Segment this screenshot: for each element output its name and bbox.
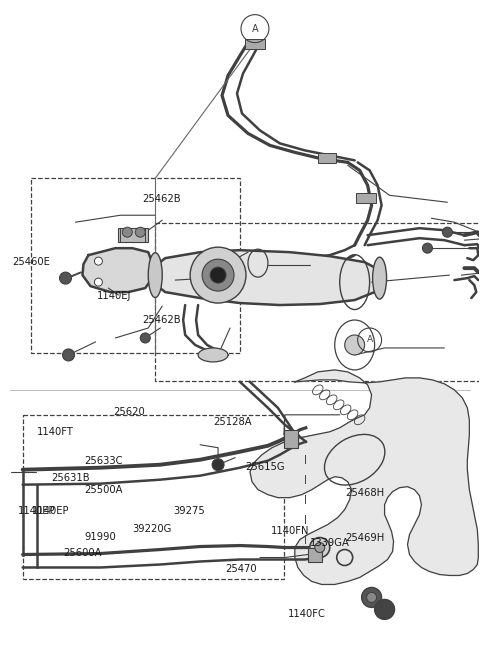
- Circle shape: [212, 458, 224, 471]
- Circle shape: [95, 278, 102, 286]
- Text: 1140FN: 1140FN: [271, 527, 310, 536]
- Text: 25600A: 25600A: [63, 548, 101, 558]
- Circle shape: [374, 599, 395, 620]
- Circle shape: [422, 243, 432, 253]
- Text: 1140EP: 1140EP: [32, 506, 69, 515]
- Text: 25500A: 25500A: [84, 485, 123, 495]
- Circle shape: [140, 333, 150, 343]
- Text: 25462B: 25462B: [142, 314, 180, 325]
- Circle shape: [443, 227, 452, 237]
- Text: 39220G: 39220G: [132, 524, 172, 534]
- Text: 25620: 25620: [113, 407, 145, 417]
- Text: 1140EJ: 1140EJ: [96, 291, 131, 301]
- Text: 25462B: 25462B: [142, 194, 180, 204]
- Text: 91990: 91990: [84, 532, 116, 542]
- Circle shape: [361, 588, 382, 607]
- Ellipse shape: [198, 348, 228, 362]
- Text: 25631B: 25631B: [51, 473, 90, 483]
- Polygon shape: [250, 370, 478, 584]
- Text: 25460E: 25460E: [12, 257, 50, 267]
- Circle shape: [122, 227, 132, 237]
- Text: 25468H: 25468H: [345, 488, 384, 498]
- Ellipse shape: [148, 253, 162, 297]
- Polygon shape: [83, 248, 152, 292]
- Circle shape: [202, 259, 234, 291]
- Bar: [31, 178, 240, 353]
- Bar: [23, 415, 284, 580]
- Text: 39275: 39275: [173, 506, 205, 515]
- Bar: [119, 228, 148, 242]
- Text: 25128A: 25128A: [214, 417, 252, 427]
- Text: A: A: [252, 24, 258, 33]
- Text: 1140EP: 1140EP: [17, 506, 55, 515]
- Text: 25615G: 25615G: [245, 462, 285, 472]
- Circle shape: [310, 538, 330, 557]
- Circle shape: [345, 335, 365, 355]
- Circle shape: [135, 227, 145, 237]
- Bar: [155, 223, 480, 381]
- Bar: [308, 548, 322, 561]
- Circle shape: [62, 349, 74, 361]
- Text: 1140FC: 1140FC: [288, 608, 326, 619]
- Circle shape: [210, 267, 226, 283]
- Bar: [245, 39, 265, 48]
- Text: 25633C: 25633C: [84, 456, 123, 466]
- Text: 1140FT: 1140FT: [36, 427, 73, 437]
- Circle shape: [315, 542, 325, 553]
- Polygon shape: [152, 250, 382, 305]
- Text: 25470: 25470: [226, 565, 257, 574]
- Text: 1339GA: 1339GA: [310, 538, 349, 548]
- Ellipse shape: [372, 257, 386, 299]
- Circle shape: [95, 257, 102, 265]
- Circle shape: [367, 592, 377, 603]
- Circle shape: [60, 272, 72, 284]
- Circle shape: [190, 247, 246, 303]
- Bar: [284, 430, 298, 448]
- Text: A: A: [367, 335, 372, 345]
- Bar: [318, 153, 336, 163]
- Text: 25469H: 25469H: [345, 533, 384, 543]
- Bar: [356, 193, 376, 203]
